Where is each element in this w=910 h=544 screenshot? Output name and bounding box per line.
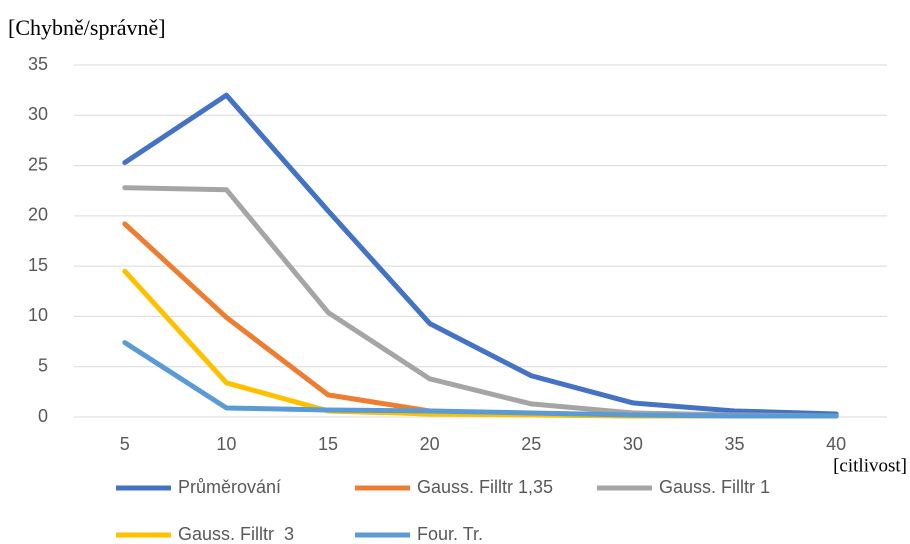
y-tick-label: 25 [28, 154, 48, 174]
x-tick-label: 10 [216, 434, 236, 454]
y-tick-label: 15 [28, 255, 48, 275]
legend-label: Průměrování [178, 477, 281, 497]
y-tick-label: 0 [38, 406, 48, 426]
series-line [122, 340, 839, 419]
y-tick-label: 30 [28, 104, 48, 124]
y-tick-label: 35 [28, 54, 48, 74]
series-line [122, 92, 839, 417]
x-tick-label: 40 [826, 434, 846, 454]
x-tick-label: 5 [120, 434, 130, 454]
x-tick-label: 15 [318, 434, 338, 454]
series-line [122, 268, 839, 419]
y-tick-label: 10 [28, 305, 48, 325]
x-tick-label: 25 [521, 434, 541, 454]
x-axis-label: [citlivost] [833, 455, 907, 476]
x-tick-label: 20 [420, 434, 440, 454]
y-tick-label: 20 [28, 205, 48, 225]
x-tick-label: 30 [623, 434, 643, 454]
legend-label: Four. Tr. [417, 524, 483, 544]
y-tick-label: 5 [38, 355, 48, 375]
legend-label: Gauss. Filltr 1,35 [417, 477, 553, 497]
y-axis-label: [Chybně/správně] [8, 15, 166, 40]
legend-label: Gauss. Filltr 3 [178, 524, 294, 544]
legend-label: Gauss. Filltr 1 [659, 477, 770, 497]
x-tick-label: 35 [725, 434, 745, 454]
series-line [122, 221, 839, 419]
